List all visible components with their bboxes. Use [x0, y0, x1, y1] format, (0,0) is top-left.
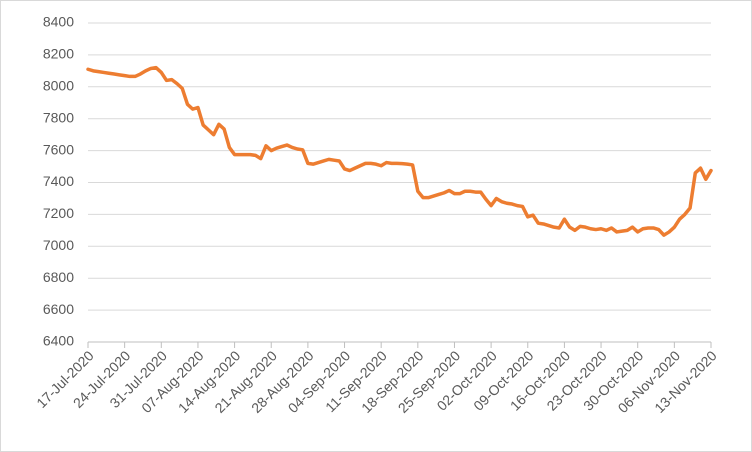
line-series — [86, 65, 713, 237]
y-tick-label: 6800 — [43, 269, 74, 285]
y-tick-label: 6400 — [43, 333, 74, 349]
y-tick-label: 7600 — [43, 141, 74, 157]
y-tick-label: 7400 — [43, 173, 74, 189]
y-tick-label: 7000 — [43, 237, 74, 253]
y-tick-label: 7200 — [43, 205, 74, 221]
y-tick-label: 8400 — [43, 14, 74, 30]
y-tick-label: 7800 — [43, 109, 74, 125]
y-tick-label: 8000 — [43, 78, 74, 94]
y-tick-label: 6600 — [43, 301, 74, 317]
y-tick-label: 8200 — [43, 46, 74, 62]
